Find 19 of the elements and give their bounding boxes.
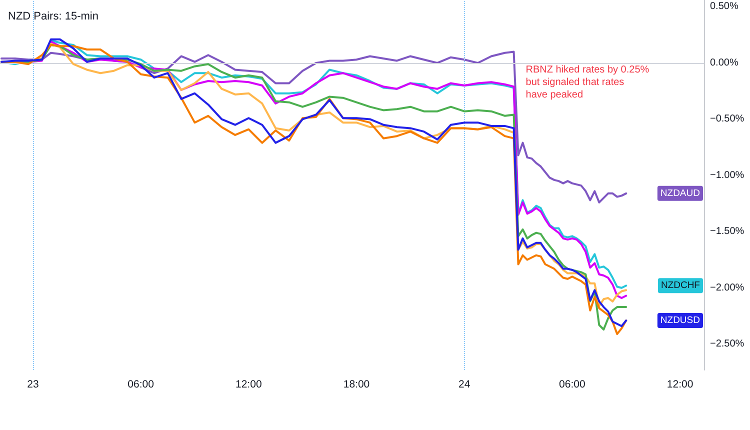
y-tick-label: −2.00% bbox=[710, 282, 744, 294]
x-tick-label: 06:00 bbox=[128, 378, 154, 390]
x-tick-label: 12:00 bbox=[666, 378, 694, 390]
annotation: RBNZ hiked rates by 0.25% but signaled that rates have peaked bbox=[526, 64, 650, 100]
text: NZDCHF bbox=[660, 280, 700, 292]
x-tick-label: 06:00 bbox=[559, 378, 586, 390]
y-tick-label: 0.50% bbox=[710, 1, 738, 12]
x-tick-label: 18:00 bbox=[343, 378, 370, 390]
x-tick-label: 12:00 bbox=[236, 378, 262, 390]
y-tick-label: 0.00% bbox=[710, 57, 738, 68]
y-tick-label: −1.00% bbox=[710, 170, 744, 181]
text: NZDUSD bbox=[660, 315, 700, 326]
y-tick-label: −1.50% bbox=[710, 226, 744, 238]
x-tick-label: 23 bbox=[27, 378, 39, 390]
text: NZDAUD bbox=[660, 188, 700, 199]
x-tick-label: 24 bbox=[458, 378, 470, 390]
y-tick-label: −0.50% bbox=[710, 114, 744, 125]
text: NZD Pairs: 15-min bbox=[8, 10, 98, 22]
y-tick-label: −2.50% bbox=[710, 338, 744, 350]
